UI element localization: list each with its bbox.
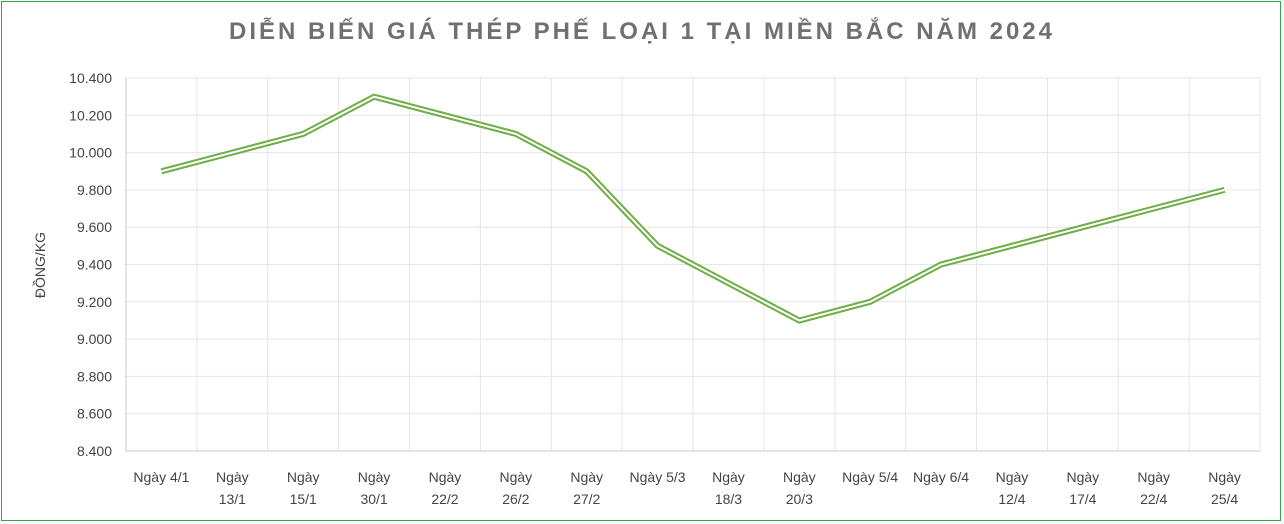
x-tick-label-line: Ngày — [1066, 469, 1099, 485]
x-tick-label-line: 27/2 — [573, 491, 600, 507]
x-tick-label: Ngày 22/2 — [429, 469, 462, 507]
x-tick-label: Ngày 15/1 — [287, 469, 320, 507]
x-tick-label: Ngày 22/4 — [1137, 469, 1170, 507]
x-tick-label: Ngày 4/1 — [133, 469, 189, 485]
x-tick-label: Ngày 5/3 — [630, 469, 686, 485]
x-tick-label-line: Ngày — [1208, 469, 1241, 485]
y-tick-label: 10.000 — [69, 145, 112, 161]
x-tick-label: Ngày 12/4 — [996, 469, 1029, 507]
x-tick-label-line: Ngày — [783, 469, 816, 485]
x-tick-label-line: 22/2 — [431, 491, 458, 507]
x-tick-label: Ngày 26/2 — [499, 469, 532, 507]
y-tick-label: 10.400 — [69, 70, 112, 86]
x-tick-label-line: 17/4 — [1069, 491, 1096, 507]
x-tick-label-line: 18/3 — [715, 491, 742, 507]
y-tick-label: 9.800 — [77, 182, 112, 198]
x-tick-label-line: Ngày 6/4 — [913, 469, 969, 485]
x-tick-label-line: 12/4 — [998, 491, 1025, 507]
x-tick-label-line: 20/3 — [786, 491, 813, 507]
x-tick-label-line: Ngày 5/4 — [842, 469, 898, 485]
x-tick-label-line: 26/2 — [502, 491, 529, 507]
chart-title: DIỄN BIẾN GIÁ THÉP PHẾ LOẠI 1 TẠI MIỀN B… — [229, 18, 1055, 45]
series-line-inner — [161, 95, 1225, 322]
x-tick-label-line: Ngày 4/1 — [133, 469, 189, 485]
x-tick-label-line: Ngày — [499, 469, 532, 485]
y-tick-label: 10.200 — [69, 107, 112, 123]
x-tick-label-line: 30/1 — [360, 491, 387, 507]
x-tick-label-line: Ngày 5/3 — [630, 469, 686, 485]
x-tick-label: Ngày 5/4 — [842, 469, 898, 485]
x-tick-label: Ngày 18/3 — [712, 469, 745, 507]
x-tick-label-line: Ngày — [1137, 469, 1170, 485]
y-tick-label: 9.600 — [77, 219, 112, 235]
x-tick-label: Ngày 13/1 — [216, 469, 249, 507]
x-tick-label-line: Ngày — [429, 469, 462, 485]
x-axis-ticks: Ngày 4/1 Ngày 13/1 Ngày 15/1 Ngày 30/1 Ngày 22/2… — [133, 469, 1240, 507]
x-tick-label-line: Ngày — [216, 469, 249, 485]
x-tick-label-line: Ngày — [287, 469, 320, 485]
y-tick-label: 9.000 — [77, 331, 112, 347]
series-group — [160, 93, 1226, 324]
x-tick-label-line: 22/4 — [1140, 491, 1167, 507]
y-tick-label: 8.400 — [77, 443, 112, 459]
y-tick-label: 8.600 — [77, 406, 112, 422]
x-tick-label: Ngày 25/4 — [1208, 469, 1241, 507]
x-tick-label-line: Ngày — [358, 469, 391, 485]
y-axis-ticks: 8.400 8.600 8.800 9.000 9.200 9.400 9.600 9.800… — [69, 70, 112, 459]
y-tick-label: 9.200 — [77, 294, 112, 310]
x-tick-label-line: 13/1 — [219, 491, 246, 507]
y-tick-label: 8.800 — [77, 368, 112, 384]
x-tick-label: Ngày 20/3 — [783, 469, 816, 507]
x-tick-label-line: 25/4 — [1211, 491, 1238, 507]
x-tick-label-line: Ngày — [996, 469, 1029, 485]
x-tick-label: Ngày 6/4 — [913, 469, 969, 485]
x-tick-label-line: Ngày — [712, 469, 745, 485]
x-tick-label-line: Ngày — [570, 469, 603, 485]
x-tick-label: Ngày 27/2 — [570, 469, 603, 507]
x-tick-label-line: 15/1 — [290, 491, 317, 507]
x-tick-label: Ngày 30/1 — [358, 469, 391, 507]
y-tick-label: 9.400 — [77, 257, 112, 273]
x-tick-label: Ngày 17/4 — [1066, 469, 1099, 507]
